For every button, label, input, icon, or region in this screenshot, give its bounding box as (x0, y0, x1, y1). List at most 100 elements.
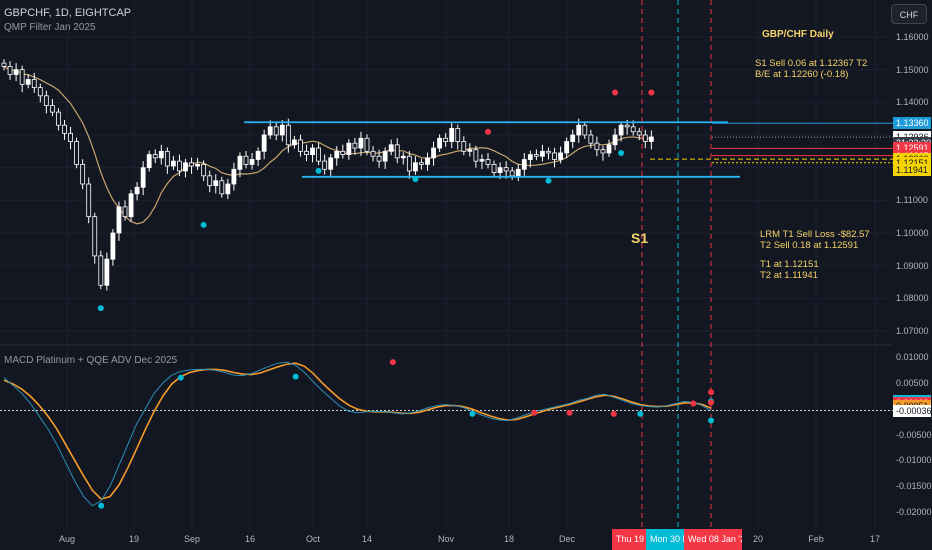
candle-body (334, 150, 340, 159)
entry-note-line2: B/E at 1.12260 (-0.18) (755, 69, 849, 80)
symbol-header[interactable]: GBPCHF, 1D, EIGHTCAP (4, 7, 132, 19)
signal-label-s1: S1 (631, 230, 649, 246)
candle-body (201, 163, 207, 177)
candle-body (618, 124, 624, 136)
candle-body (431, 147, 436, 159)
candle-body (558, 152, 563, 160)
macd-indicator-label[interactable]: MACD Platinum + QQE ADV Dec 2025 (4, 355, 178, 366)
candle-body (25, 79, 31, 85)
candle-body (461, 141, 467, 152)
currency-button[interactable]: CHF (891, 4, 927, 24)
price-tick-label: 1.09000 (896, 260, 929, 271)
candle-body (358, 137, 364, 149)
price-axis[interactable]: 1.160001.150001.140001.130001.120001.110… (893, 0, 932, 345)
candle-body (449, 128, 455, 142)
candle-body (249, 159, 255, 165)
signal-dot (612, 89, 619, 96)
candle-body (104, 258, 110, 286)
candle-body (207, 175, 213, 187)
macd-tick-label: -0.02000 (896, 507, 932, 517)
candle-body (570, 134, 576, 142)
candle-body (213, 180, 219, 187)
candle-body (177, 160, 182, 172)
candle-body (291, 139, 297, 146)
candle-body (92, 216, 98, 257)
candle-body (128, 193, 134, 218)
event-date-tag: Wed 08 Jan '25 (684, 529, 742, 550)
candle-body (304, 150, 309, 155)
candle-body (394, 144, 400, 159)
candle-body (400, 155, 406, 159)
candle-body (437, 137, 443, 149)
time-tick-label: Sep (183, 534, 201, 544)
candle-body (582, 124, 588, 136)
candle-body (491, 163, 497, 173)
candle-body (364, 137, 370, 152)
macd-line (3, 361, 712, 507)
price-tick-label: 1.10000 (896, 228, 929, 238)
time-tick-label: Dec (558, 534, 576, 544)
candle-body (237, 155, 243, 170)
candle-body (225, 183, 231, 195)
candle-body (134, 186, 140, 195)
candle-body (588, 134, 594, 144)
candle-body (285, 124, 291, 146)
time-tick-label: Nov (437, 534, 455, 544)
target2-note: T2 at 1.11941 (760, 270, 818, 281)
candle-body (648, 136, 654, 142)
candle-body (310, 147, 315, 155)
time-tick-label: 14 (361, 534, 373, 544)
candle-body (1, 62, 7, 67)
candle-body (279, 124, 285, 136)
candle-body (261, 134, 267, 152)
candle-body (152, 154, 158, 159)
price-chart[interactable] (0, 0, 893, 529)
candle-body (576, 124, 582, 136)
macd-signal-dot (610, 410, 617, 417)
macd-tick-label: 0.01000 (896, 352, 929, 362)
candle-body (473, 149, 479, 162)
candle-body (425, 157, 430, 165)
candle-body (146, 154, 152, 169)
event-date-tag: Mon 30 D (646, 529, 684, 550)
candle-body (546, 150, 551, 154)
macd-axis[interactable]: 0.010000.005000.00000-0.00500-0.01000-0.… (893, 345, 932, 529)
candle-body (479, 159, 485, 162)
candle-body (600, 149, 606, 154)
candle-body (485, 159, 491, 165)
candle-body (316, 147, 322, 162)
candle-body (534, 154, 539, 157)
qmp-filter-label[interactable]: QMP Filter Jan 2025 (4, 22, 96, 33)
price-tag: 1.13360 (893, 117, 931, 130)
candle-body (164, 150, 170, 167)
candle-body (467, 149, 473, 152)
macd-signal-dot (708, 389, 714, 396)
macd-signal-dot (708, 399, 714, 406)
candle-body (267, 126, 273, 136)
candle-body (62, 124, 67, 134)
macd-signal-dot (177, 374, 184, 381)
candle-body (412, 162, 418, 172)
candle-body (116, 206, 122, 234)
candle-body (243, 155, 249, 165)
candle-body (497, 167, 503, 173)
time-tick-label: Feb (808, 534, 824, 544)
candle-body (98, 255, 104, 286)
macd-signal-dot (469, 410, 476, 417)
macd-signal-line (3, 362, 712, 500)
candle-body (630, 126, 636, 133)
time-tick-label: 18 (503, 534, 515, 544)
macd-signal-dot (690, 400, 697, 407)
candle-body (564, 141, 570, 154)
candle-body (122, 206, 128, 218)
macd-signal-dot (98, 502, 105, 509)
price-tick-label: 1.15000 (896, 64, 929, 75)
candle-body (86, 183, 92, 218)
macd-signal-dot (566, 409, 573, 416)
macd-signal-dot (708, 417, 714, 424)
target1-note: T1 at 1.12151 (760, 259, 819, 270)
candle-body (68, 132, 73, 142)
signal-dot (545, 177, 552, 184)
price-tag: 1.11941 (893, 163, 931, 176)
time-axis[interactable]: Aug 19 Sep 16 Oct 14 Nov 18 Dec 20 Feb 17 Thu 19 DMo… (0, 529, 893, 550)
